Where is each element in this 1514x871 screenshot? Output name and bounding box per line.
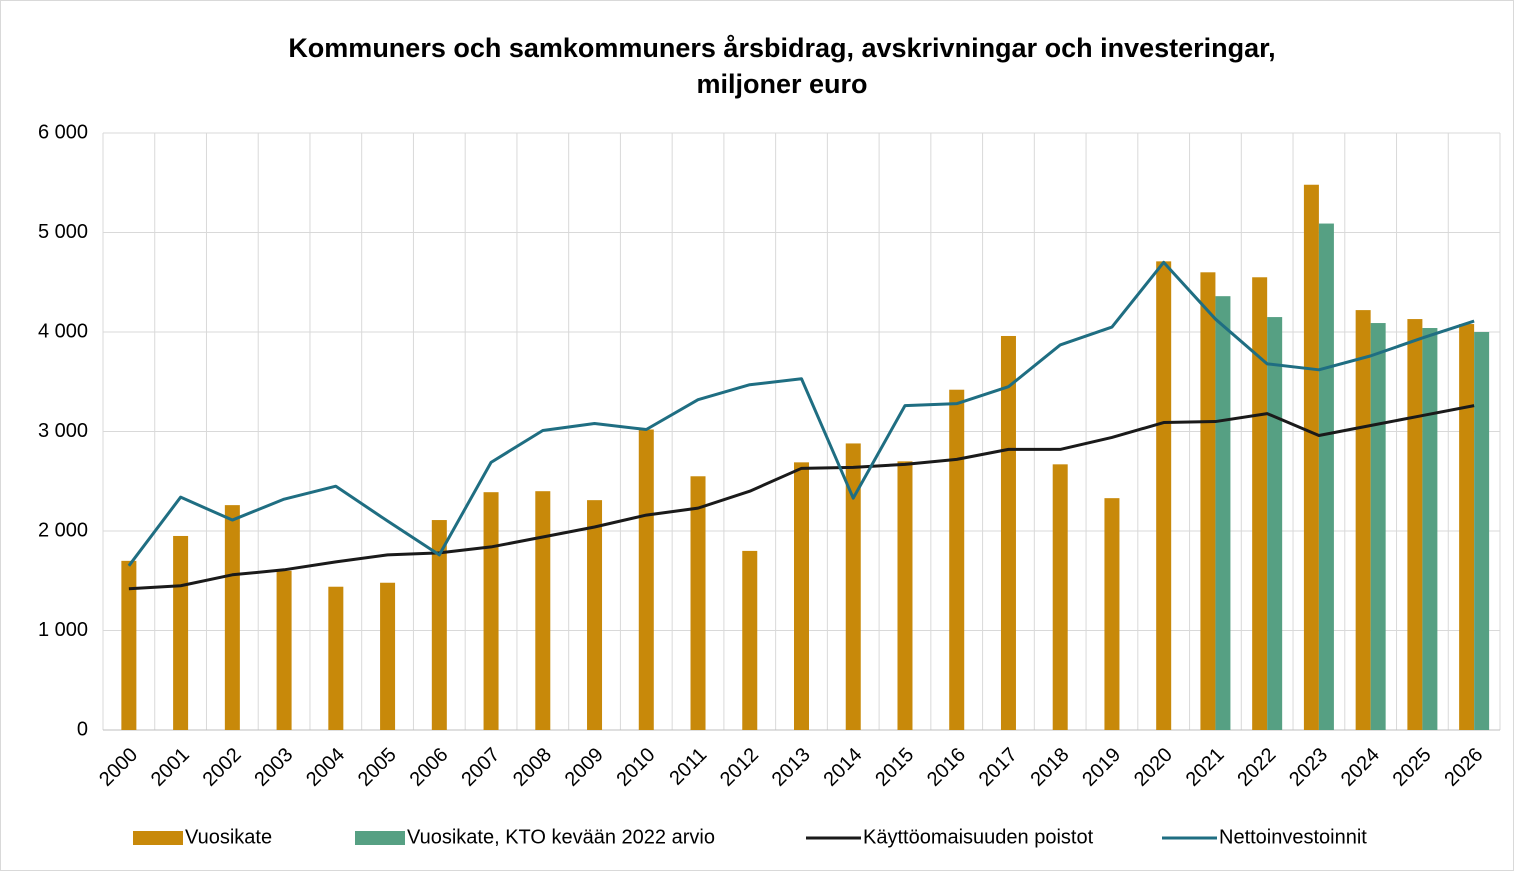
bar: [1303, 184, 1319, 731]
bar: [431, 520, 447, 730]
bar: [276, 570, 292, 730]
bar: [1252, 277, 1268, 730]
chart-title: miljoner euro: [696, 69, 867, 99]
bar: [121, 560, 137, 730]
bar: [483, 492, 499, 730]
bar: [949, 389, 965, 730]
bar: [224, 505, 240, 730]
bar: [1459, 324, 1475, 730]
bar: [380, 582, 396, 730]
bar: [1407, 319, 1423, 730]
bar: [742, 550, 758, 730]
bar: [845, 443, 861, 730]
bar: [1318, 223, 1334, 731]
bar: [587, 500, 603, 730]
chart-title: Kommuners och samkommuners årsbidrag, av…: [288, 33, 1275, 63]
bar: [173, 535, 189, 730]
y-tick-label: 5 000: [38, 221, 88, 243]
y-tick-label: 1 000: [38, 619, 88, 641]
y-tick-label: 6 000: [38, 121, 88, 143]
bar: [1370, 323, 1386, 730]
bar: [1000, 335, 1016, 730]
legend-swatch: [355, 831, 405, 845]
legend-label: Vuosikate: [185, 826, 272, 848]
bar: [690, 476, 706, 730]
legend-label: Käyttöomaisuuden poistot: [863, 826, 1094, 848]
line: [128, 404, 1475, 591]
legend-label: Nettoinvestoinnit: [1219, 826, 1367, 848]
bar: [1267, 317, 1283, 730]
bar: [1156, 261, 1172, 730]
bar: [638, 429, 654, 730]
bar: [1200, 272, 1216, 730]
bar: [1422, 328, 1438, 730]
bar: [1052, 464, 1068, 730]
legend-label: Vuosikate, KTO kevään 2022 arvio: [407, 826, 715, 848]
legend-swatch: [133, 831, 183, 845]
bar: [535, 491, 551, 730]
y-tick-label: 0: [77, 718, 88, 740]
y-tick-label: 4 000: [38, 320, 88, 342]
bar: [1104, 498, 1120, 730]
bar: [897, 461, 913, 730]
bar: [1215, 296, 1231, 730]
line: [127, 260, 1475, 567]
bar: [794, 462, 809, 730]
bar: [1355, 310, 1371, 730]
y-tick-label: 2 000: [38, 519, 88, 541]
bar: [1474, 332, 1490, 730]
y-tick-label: 3 000: [38, 420, 88, 442]
bar: [328, 586, 344, 730]
